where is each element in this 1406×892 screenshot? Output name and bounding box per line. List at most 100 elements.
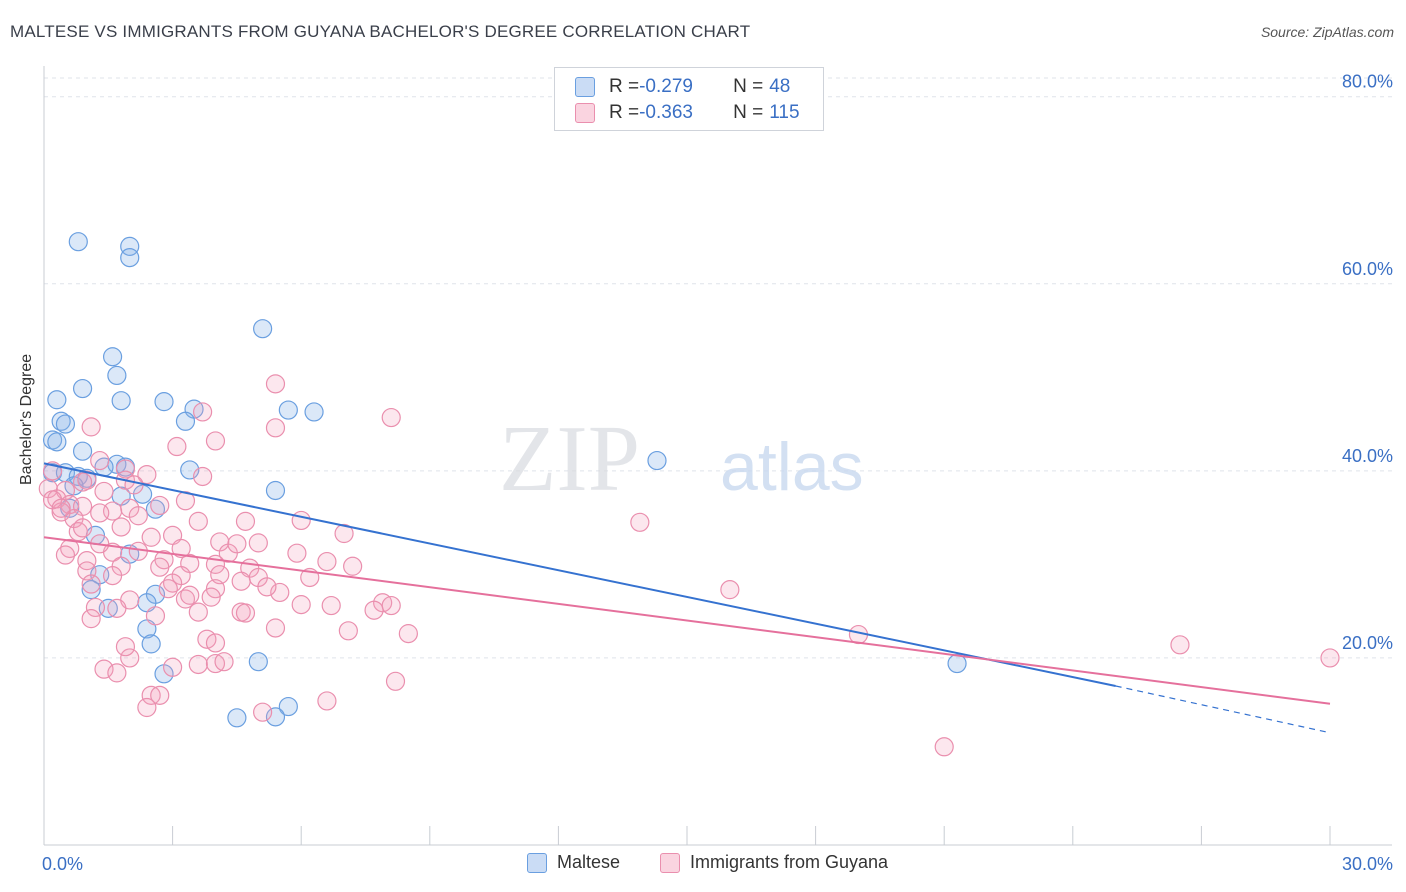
point-maltese (107, 365, 127, 386)
series-legend-guyana[interactable]: Immigrants from Guyana (660, 852, 888, 873)
point-guyana (150, 495, 170, 516)
y-tick-label: 80.0% (1342, 72, 1393, 92)
point-maltese (175, 411, 196, 431)
point-maltese (647, 450, 667, 471)
point-guyana (1320, 648, 1340, 668)
point-guyana (94, 659, 114, 679)
point-guyana (124, 475, 144, 495)
x-tick-label: 0.0% (42, 854, 83, 874)
point-maltese (154, 392, 174, 412)
point-guyana (214, 652, 234, 672)
point-guyana (90, 450, 110, 471)
point-maltese (111, 391, 131, 411)
point-guyana (291, 510, 311, 531)
point-guyana (171, 538, 191, 559)
point-maltese (72, 378, 93, 399)
point-maltese (278, 400, 298, 420)
legend-r-value: -0.363 (639, 102, 693, 123)
legend-row-guyana: R = -0.363 N = 115 (575, 102, 800, 124)
point-guyana (235, 511, 256, 531)
legend-swatch-maltese (575, 77, 595, 97)
y-tick-label: 60.0% (1342, 259, 1393, 279)
point-maltese (68, 232, 88, 252)
watermark-atlas: atlas (720, 429, 864, 505)
series-legend: Maltese Immigrants from Guyana (0, 852, 1406, 876)
point-guyana (253, 702, 273, 722)
point-maltese (47, 432, 67, 452)
point-guyana (287, 543, 307, 563)
point-guyana (115, 637, 136, 657)
trendline-maltese-extension (1115, 685, 1331, 734)
point-guyana (235, 603, 256, 623)
point-guyana (72, 518, 93, 538)
trend-layer (43, 462, 1331, 734)
point-maltese (72, 441, 93, 461)
point-guyana (188, 602, 208, 622)
point-guyana (291, 595, 311, 615)
point-maltese (120, 236, 140, 256)
point-guyana (120, 648, 140, 668)
point-guyana (720, 580, 740, 600)
point-guyana (248, 533, 268, 553)
point-guyana (81, 609, 101, 629)
point-maltese (278, 696, 298, 717)
point-guyana (77, 551, 97, 571)
tick-label-layer: 20.0% 40.0% 60.0% 80.0% 0.0% 30.0% (42, 72, 1393, 874)
point-maltese (55, 414, 76, 434)
point-guyana (630, 512, 650, 532)
point-guyana (334, 523, 354, 544)
point-guyana (205, 431, 226, 451)
point-guyana (385, 671, 406, 691)
point-guyana (111, 517, 131, 537)
point-guyana (81, 417, 101, 437)
point-guyana (81, 574, 101, 594)
point-guyana (338, 621, 358, 641)
point-maltese (248, 652, 268, 672)
point-guyana (72, 472, 93, 492)
watermark: ZIP atlas (499, 407, 864, 511)
point-guyana (51, 498, 71, 518)
point-guyana (1170, 635, 1190, 655)
point-guyana (398, 624, 418, 644)
point-maltese (141, 634, 161, 654)
point-guyana (85, 597, 106, 618)
legend-r-value: -0.279 (639, 76, 693, 97)
point-guyana (150, 557, 170, 577)
y-tick-label: 40.0% (1342, 446, 1393, 466)
trendline-guyana (43, 536, 1331, 705)
points-layer (38, 232, 1340, 757)
chart-title: MALTESE VS IMMIGRANTS FROM GUYANA BACHEL… (10, 22, 751, 41)
point-guyana (381, 595, 401, 616)
point-maltese (265, 707, 286, 727)
point-maltese (253, 319, 273, 339)
legend-r-label: R = (609, 76, 640, 97)
point-guyana (265, 374, 286, 394)
point-guyana (141, 527, 161, 547)
point-maltese (81, 580, 101, 600)
series-legend-maltese[interactable]: Maltese (527, 852, 620, 873)
series-swatch-maltese (527, 852, 547, 873)
point-guyana (150, 685, 170, 705)
point-guyana (381, 407, 401, 428)
point-maltese (227, 708, 247, 728)
y-tick-label: 20.0% (1342, 633, 1393, 653)
point-maltese (265, 480, 286, 501)
point-maltese (47, 390, 67, 410)
point-guyana (257, 577, 277, 597)
correlation-legend: R = -0.279 N = 48 R = -0.363 N = 115 (554, 67, 824, 131)
legend-row-maltese: R = -0.279 N = 48 (575, 76, 790, 98)
point-guyana (231, 571, 251, 591)
point-guyana (193, 402, 213, 422)
point-guyana (115, 459, 136, 479)
legend-n-label: N = (733, 76, 764, 97)
point-guyana (934, 737, 954, 757)
series-swatch-guyana (660, 852, 680, 873)
point-guyana (317, 551, 337, 572)
point-guyana (167, 436, 187, 457)
point-maltese (304, 402, 324, 422)
axes-layer (43, 66, 1392, 846)
legend-swatch-guyana (575, 103, 595, 123)
point-guyana (107, 598, 127, 618)
point-guyana (107, 663, 127, 683)
